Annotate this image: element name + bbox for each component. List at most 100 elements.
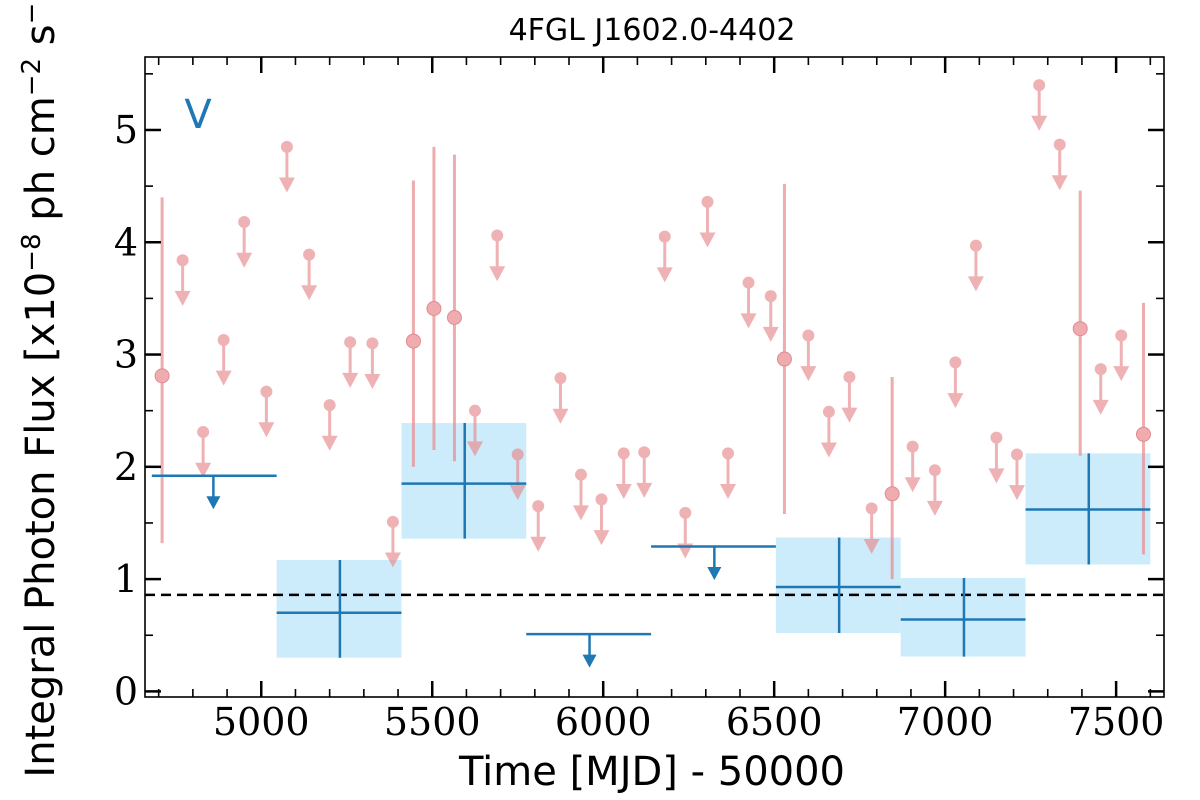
upper-limit-arrowhead xyxy=(947,393,964,409)
detection-marker xyxy=(884,486,900,502)
short-bin-detection xyxy=(426,146,442,450)
upper-limit-marker xyxy=(679,506,692,519)
y-tick-label: 0 xyxy=(114,669,138,713)
upper-limit-arrowhead xyxy=(342,372,359,388)
upper-limit-arrowhead xyxy=(615,484,632,500)
short-bin-upper-limit xyxy=(820,405,837,458)
upper-limit-marker xyxy=(323,399,336,412)
upper-limit-marker xyxy=(176,254,189,267)
short-bin-upper-limit xyxy=(174,254,191,306)
long-bin-detection xyxy=(1025,453,1151,565)
upper-limit-arrowhead xyxy=(967,276,984,292)
upper-limit-arrowhead xyxy=(364,374,381,389)
detection-marker xyxy=(446,309,462,325)
short-bin-upper-limit xyxy=(988,431,1005,484)
short-bin-upper-limit xyxy=(863,502,880,555)
short-bin-upper-limit xyxy=(904,440,921,493)
short-bin-upper-limit xyxy=(1051,138,1068,191)
upper-limit-marker xyxy=(386,515,399,528)
short-bin-upper-limit xyxy=(384,515,401,568)
detection-marker xyxy=(1072,321,1088,337)
upper-limit-marker xyxy=(554,372,567,385)
short-bin-upper-limit xyxy=(195,426,212,478)
short-bin-upper-limit xyxy=(800,329,817,382)
upper-limit-arrowhead xyxy=(740,313,757,329)
detection-marker xyxy=(776,351,792,367)
upper-limit-marker xyxy=(928,464,941,477)
y-axis-label-s: s xyxy=(18,24,64,58)
upper-limit-arrowhead xyxy=(1008,485,1025,501)
short-bin-upper-limit xyxy=(1113,329,1130,382)
upper-limit-arrowhead xyxy=(699,232,716,248)
short-bin-upper-limit xyxy=(215,333,232,386)
short-bin-upper-limit xyxy=(740,276,757,329)
upper-limit-arrowhead xyxy=(841,407,858,423)
upper-limit-arrowhead xyxy=(530,536,547,552)
short-bin-upper-limit xyxy=(841,371,858,423)
short-bin-upper-limit xyxy=(926,464,943,516)
upper-limit-marker xyxy=(511,448,524,461)
short-bin-upper-limit xyxy=(593,493,610,546)
short-bin-upper-limit xyxy=(947,356,964,409)
long-bin-detection xyxy=(401,423,527,539)
short-bin-upper-limit xyxy=(636,446,653,498)
upper-limit-arrowhead xyxy=(195,462,212,478)
short-bin-detection xyxy=(776,183,792,514)
short-bin-upper-limit xyxy=(321,399,338,451)
short-bin-upper-limit xyxy=(762,290,779,342)
short-bin-upper-limit xyxy=(342,336,359,388)
upper-limit-marker xyxy=(217,333,230,346)
long-bin-ul-arrowhead xyxy=(582,654,597,668)
upper-limit-arrowhead xyxy=(656,267,673,283)
upper-limit-marker xyxy=(574,468,587,481)
y-tick-label: 3 xyxy=(114,333,138,377)
upper-limit-marker xyxy=(260,385,273,398)
short-bin-detection xyxy=(1135,302,1151,555)
upper-limit-marker xyxy=(532,500,545,513)
upper-limit-marker xyxy=(658,230,671,243)
upper-limit-arrowhead xyxy=(552,408,569,424)
upper-limit-marker xyxy=(280,140,293,153)
short-bin-detection xyxy=(405,180,421,467)
short-bin-upper-limit xyxy=(552,372,569,424)
chart-title: 4FGL J1602.0-4402 xyxy=(509,13,796,48)
short-bin-upper-limit xyxy=(301,248,318,301)
long-bin-detection xyxy=(775,537,901,633)
short-bin-detection xyxy=(884,377,900,580)
y-axis-label-exp1: −8 xyxy=(17,233,47,271)
y-tick-label: 5 xyxy=(114,108,138,152)
y-tick-label: 2 xyxy=(114,445,138,489)
y-axis-label-exp2: −2 xyxy=(17,58,47,96)
short-bin-detection xyxy=(1072,190,1088,456)
y-tick-label: 1 xyxy=(114,557,138,601)
detection-marker xyxy=(426,301,442,317)
long-bin-ul-arrowhead xyxy=(206,496,221,510)
long-bin-upper-limit xyxy=(651,545,776,580)
short-bin-upper-limit xyxy=(656,230,673,283)
upper-limit-marker xyxy=(1033,79,1046,92)
x-tick-label: 5000 xyxy=(213,700,310,744)
upper-limit-marker xyxy=(949,356,962,369)
upper-limit-marker xyxy=(969,239,982,252)
upper-limit-arrowhead xyxy=(720,484,737,500)
variability-flag: V xyxy=(184,92,212,138)
upper-limit-arrowhead xyxy=(1092,399,1109,415)
short-bin-upper-limits xyxy=(174,79,1130,568)
short-bin-upper-limit xyxy=(967,239,984,292)
axis-ticks xyxy=(145,57,1164,697)
x-tick-label: 7000 xyxy=(897,700,994,744)
x-tick-label: 6500 xyxy=(726,700,823,744)
upper-limit-marker xyxy=(764,290,777,303)
upper-limit-arrowhead xyxy=(863,539,880,555)
upper-limit-marker xyxy=(701,195,714,208)
upper-limit-marker xyxy=(990,431,1003,444)
plot-area: 5000 5500 6000 6500 7000 7500 0 1 2 3 4 5 xyxy=(114,56,1165,744)
upper-limit-marker xyxy=(491,229,504,242)
y-axis-label: Integral Photon Flux [x10−8 ph cm−2 s−1] xyxy=(17,0,64,778)
upper-limit-arrowhead xyxy=(593,530,610,546)
upper-limit-arrowhead xyxy=(278,177,295,193)
x-tick-label: 6000 xyxy=(555,700,652,744)
short-bin-upper-limit xyxy=(572,468,589,521)
y-axis-label-main: Integral Photon Flux [x10 xyxy=(18,272,64,778)
